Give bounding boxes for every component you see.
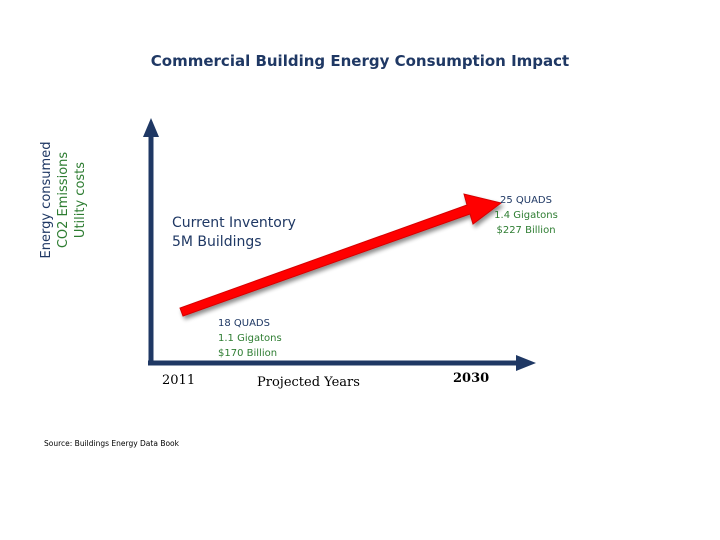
end-point-annotation: 25 QUADS 1.4 Gigatons $227 Billion [470,193,582,238]
start-cost: $170 Billion [218,348,278,359]
start-emissions: 1.1 Gigatons [218,333,282,344]
y-axis-label-costs: Utility costs [73,161,88,239]
y-axis-label: Energy consumed CO2 Emissions Utility co… [38,95,89,305]
current-inventory-label: Current Inventory 5M Buildings [172,214,296,252]
end-cost: $227 Billion [496,225,556,236]
y-axis-label-emissions: CO2 Emissions [56,151,71,249]
end-energy: 25 QUADS [500,195,552,206]
y-axis-label-energy: Energy consumed [39,141,54,259]
start-energy: 18 QUADS [218,318,270,329]
trend-arrow [179,193,503,317]
inventory-line-2: 5M Buildings [172,234,262,250]
y-axis-arrowhead [143,118,159,137]
x-axis-label: Projected Years [257,375,360,390]
source-note: Source: Buildings Energy Data Book [44,439,179,448]
start-year-label: 2011 [162,373,196,388]
end-emissions: 1.4 Gigatons [494,210,558,221]
page-title: Commercial Building Energy Consumption I… [150,52,570,70]
x-axis-arrowhead [516,355,536,371]
end-year-label: 2030 [453,371,490,386]
inventory-line-1: Current Inventory [172,215,296,231]
start-point-annotation: 18 QUADS 1.1 Gigatons $170 Billion [218,316,282,361]
